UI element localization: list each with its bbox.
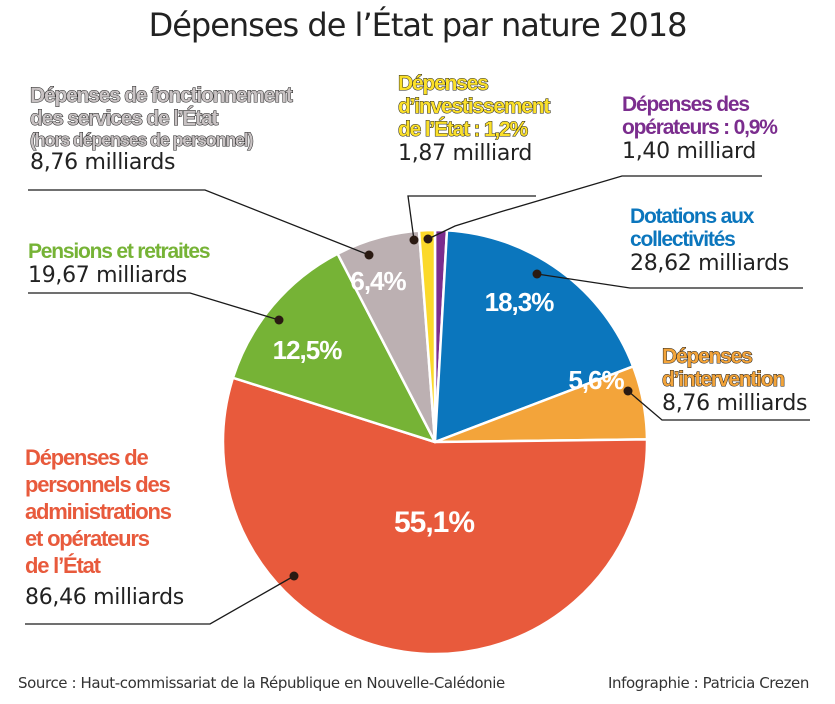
label-operateurs: Dépenses des opérateurs : 0,9% 1,40 mill…	[622, 93, 778, 165]
label-pensions-title: Pensions et retraites	[28, 240, 211, 263]
label-investissement-title-3: de l’État : 1,2%	[397, 118, 528, 142]
percent-label-intervention: 5,6%	[568, 365, 624, 395]
label-personnels: Dépenses de personnels des administratio…	[25, 444, 184, 611]
label-personnels-title-1: Dépenses de	[25, 445, 149, 470]
label-fonctionnement-subtitle: (hors dépenses de personnel)	[30, 130, 255, 151]
label-personnels-title-3: administrations	[25, 499, 172, 524]
label-investissement-title-1: Dépenses	[397, 72, 489, 96]
label-dotations: Dotations aux collectivités 28,62 millia…	[630, 205, 789, 277]
label-investissement: Dépenses d’investissement de l’État : 1,…	[397, 72, 550, 167]
label-fonctionnement: Dépenses de fonctionnement des services …	[30, 84, 294, 176]
label-fonctionnement-title-2: des services de l’État	[30, 107, 219, 131]
label-operateurs-title-1: Dépenses des	[622, 93, 750, 116]
leader-dot-personnels	[289, 571, 299, 581]
label-operateurs-amount: 1,40 milliard	[622, 139, 757, 164]
chart-title: Dépenses de l’État par nature 2018	[148, 6, 688, 44]
label-operateurs-title-2: opérateurs : 0,9%	[622, 116, 778, 139]
pie-slice-pensions	[231, 252, 437, 444]
credit-note: Infographie : Patricia Crezen	[608, 674, 809, 692]
label-personnels-amount: 86,46 milliards	[25, 585, 184, 610]
label-investissement-amount: 1,87 milliard	[398, 141, 533, 166]
label-dotations-title-2: collectivités	[630, 228, 736, 251]
label-intervention-amount: 8,76 milliards	[662, 391, 808, 416]
leader-line-intervention	[627, 390, 810, 421]
percent-label-dotations: 18,3%	[485, 287, 555, 317]
percent-label-personnels: 55,1%	[394, 506, 474, 539]
label-dotations-amount: 28,62 milliards	[630, 251, 789, 276]
pie-slice-dotations	[433, 229, 635, 444]
leader-dot-pensions	[274, 315, 284, 325]
label-intervention-title-2: d’intervention	[661, 368, 785, 392]
leader-dot-fonctionnement	[364, 250, 374, 260]
source-note: Source : Haut-commissariat de la Républi…	[18, 674, 505, 692]
leader-line-fonctionnement	[28, 189, 370, 256]
leader-dot-intervention	[623, 386, 633, 396]
leader-dot-operateurs	[423, 234, 433, 244]
pie-slice-personnels	[221, 376, 649, 656]
leader-line-investissement	[407, 195, 536, 241]
label-personnels-title-2: personnels des	[25, 472, 171, 497]
leader-line-pensions	[28, 292, 280, 321]
label-personnels-title-5: de l’État	[25, 553, 101, 578]
percent-label-fonctionnement: 6,4%	[350, 266, 406, 296]
pie-slice-investissement	[417, 228, 437, 444]
label-pensions: Pensions et retraites 19,67 milliards	[28, 240, 211, 289]
label-intervention-title-1: Dépenses	[661, 345, 753, 369]
label-intervention: Dépenses d’intervention 8,76 milliards	[661, 345, 808, 417]
label-dotations-title-1: Dotations aux	[630, 205, 754, 228]
label-pensions-amount: 19,67 milliards	[28, 263, 187, 288]
label-personnels-title-4: et opérateurs	[25, 526, 150, 551]
label-fonctionnement-amount: 8,76 milliards	[30, 150, 176, 175]
percent-label-pensions: 12,5%	[273, 335, 343, 365]
leader-dot-dotations	[532, 269, 542, 279]
leader-line-operateurs	[427, 175, 762, 240]
leader-line-personnels	[25, 575, 295, 625]
label-investissement-title-2: d’investissement	[397, 95, 550, 119]
leader-dot-investissement	[409, 235, 419, 245]
leader-line-dotations	[536, 273, 803, 289]
label-fonctionnement-title-1: Dépenses de fonctionnement	[30, 84, 294, 108]
